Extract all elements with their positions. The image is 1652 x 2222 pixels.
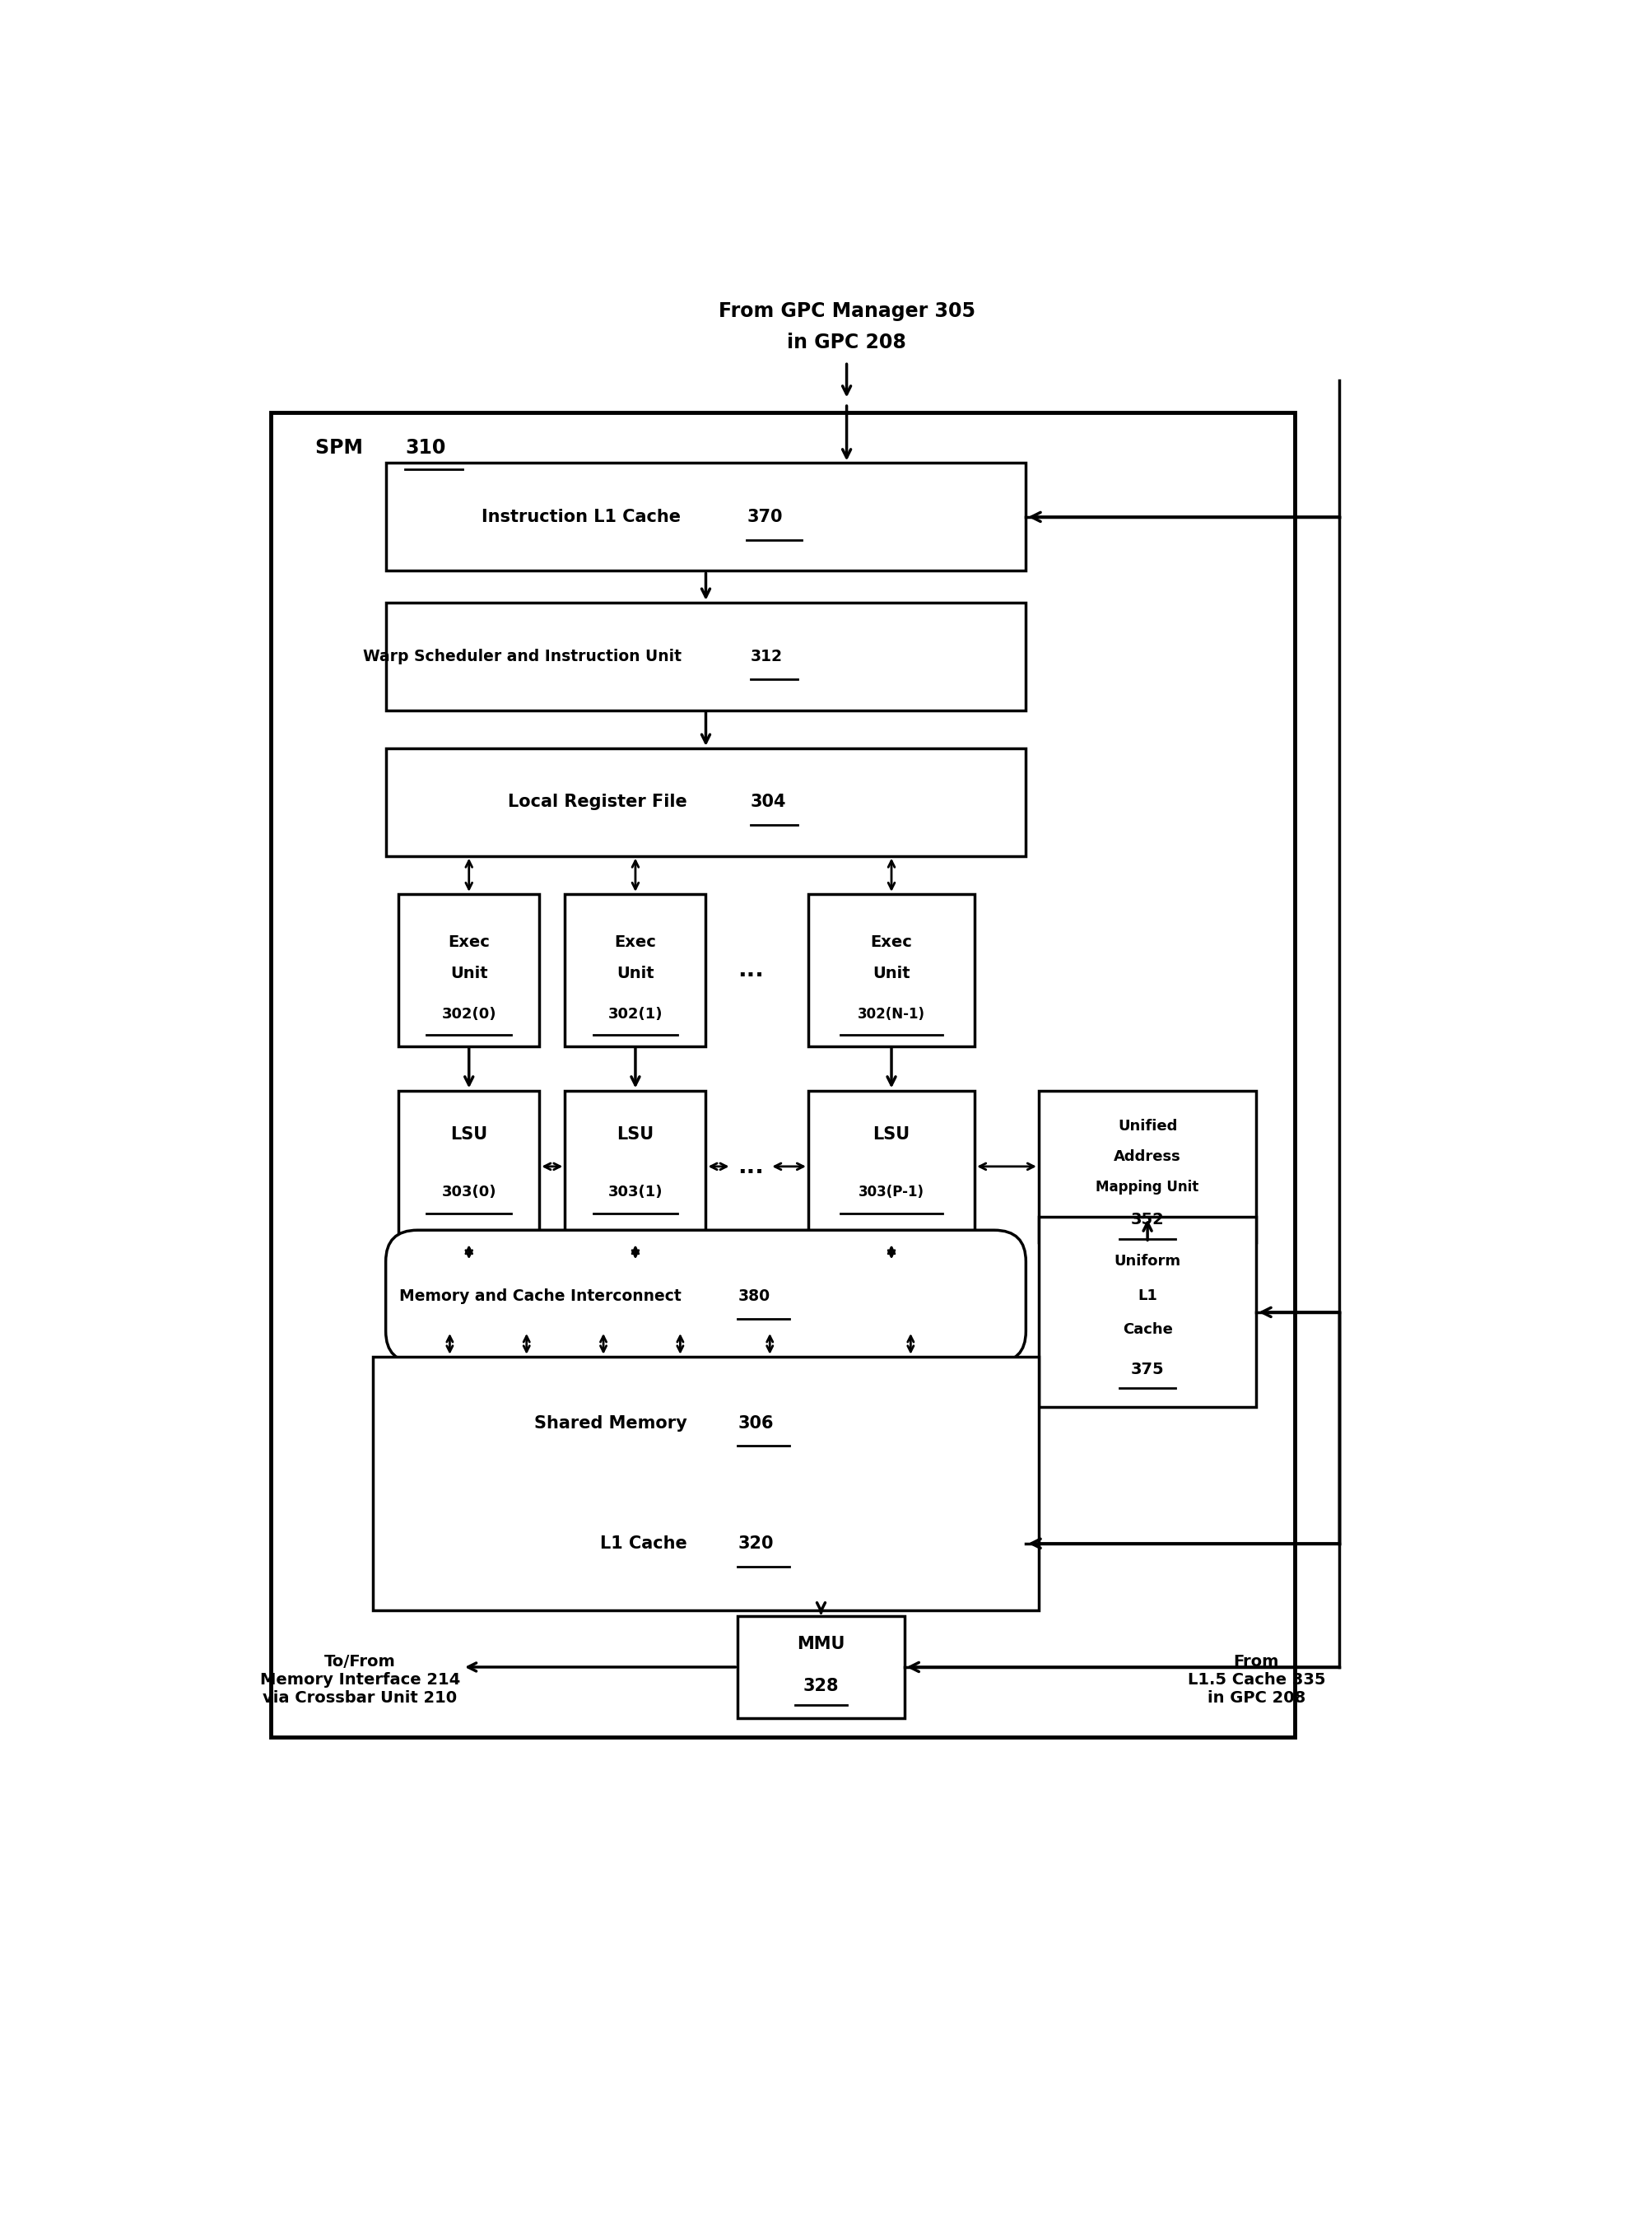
Text: Unit: Unit	[616, 967, 654, 982]
Text: Instruction L1 Cache: Instruction L1 Cache	[481, 509, 687, 524]
Text: 375: 375	[1132, 1362, 1165, 1378]
Bar	[1039, 1091, 1256, 1242]
Text: 328: 328	[803, 1678, 839, 1695]
Text: 370: 370	[747, 509, 783, 524]
Bar	[565, 893, 705, 1047]
Text: LSU: LSU	[451, 1127, 487, 1142]
Text: 312: 312	[750, 649, 783, 664]
Text: LSU: LSU	[872, 1127, 910, 1142]
Text: L1 Cache: L1 Cache	[600, 1535, 694, 1551]
Bar	[385, 1495, 1026, 1591]
Text: in GPC 208: in GPC 208	[786, 333, 907, 353]
Bar	[808, 1091, 975, 1242]
Bar	[385, 1375, 1026, 1471]
Bar	[808, 893, 975, 1047]
Text: Exec: Exec	[448, 933, 491, 951]
Text: Warp Scheduler and Instruction Unit: Warp Scheduler and Instruction Unit	[363, 649, 687, 664]
Bar	[385, 462, 1026, 571]
Text: SPM: SPM	[316, 438, 370, 458]
Bar	[1039, 1218, 1256, 1407]
Text: From
L1.5 Cache 335
in GPC 208: From L1.5 Cache 335 in GPC 208	[1188, 1653, 1325, 1706]
Text: Shared Memory: Shared Memory	[534, 1415, 694, 1431]
Text: ...: ...	[737, 958, 763, 982]
Text: ...: ...	[737, 1155, 763, 1178]
Text: 302(0): 302(0)	[441, 1007, 496, 1022]
Text: Cache: Cache	[1122, 1322, 1173, 1338]
Text: 352: 352	[1130, 1211, 1165, 1227]
Text: 303(P-1): 303(P-1)	[859, 1184, 925, 1200]
Text: 303(1): 303(1)	[608, 1184, 662, 1200]
Text: Mapping Unit: Mapping Unit	[1095, 1180, 1199, 1193]
Bar	[385, 749, 1026, 855]
Bar	[398, 1091, 539, 1242]
Bar	[271, 413, 1295, 1738]
Text: From GPC Manager 305: From GPC Manager 305	[719, 302, 975, 320]
Text: 303(0): 303(0)	[441, 1184, 496, 1200]
Text: Unit: Unit	[451, 967, 487, 982]
Bar	[385, 602, 1026, 711]
Bar	[565, 1091, 705, 1242]
Text: Unit: Unit	[872, 967, 910, 982]
Text: L1: L1	[1138, 1289, 1158, 1302]
Text: Exec: Exec	[871, 933, 912, 951]
Bar	[398, 893, 539, 1047]
Text: 304: 304	[750, 793, 786, 811]
Bar	[738, 1615, 904, 1718]
Text: MMU: MMU	[796, 1635, 846, 1653]
Text: Exec: Exec	[615, 933, 656, 951]
Text: Unified: Unified	[1118, 1118, 1178, 1133]
Text: 302(1): 302(1)	[608, 1007, 662, 1022]
Text: LSU: LSU	[616, 1127, 654, 1142]
Text: 380: 380	[738, 1289, 770, 1304]
Text: Uniform: Uniform	[1113, 1253, 1181, 1269]
Text: Local Register File: Local Register File	[507, 793, 694, 811]
Text: Memory and Cache Interconnect: Memory and Cache Interconnect	[400, 1289, 687, 1304]
Text: 320: 320	[738, 1535, 773, 1551]
Text: 302(N-1): 302(N-1)	[857, 1007, 925, 1022]
Text: To/From
Memory Interface 214
via Crossbar Unit 210: To/From Memory Interface 214 via Crossba…	[259, 1653, 461, 1706]
FancyBboxPatch shape	[385, 1231, 1026, 1362]
Text: Address: Address	[1113, 1149, 1181, 1164]
Text: 310: 310	[405, 438, 446, 458]
Bar	[373, 1358, 1039, 1611]
Text: 306: 306	[738, 1415, 773, 1431]
